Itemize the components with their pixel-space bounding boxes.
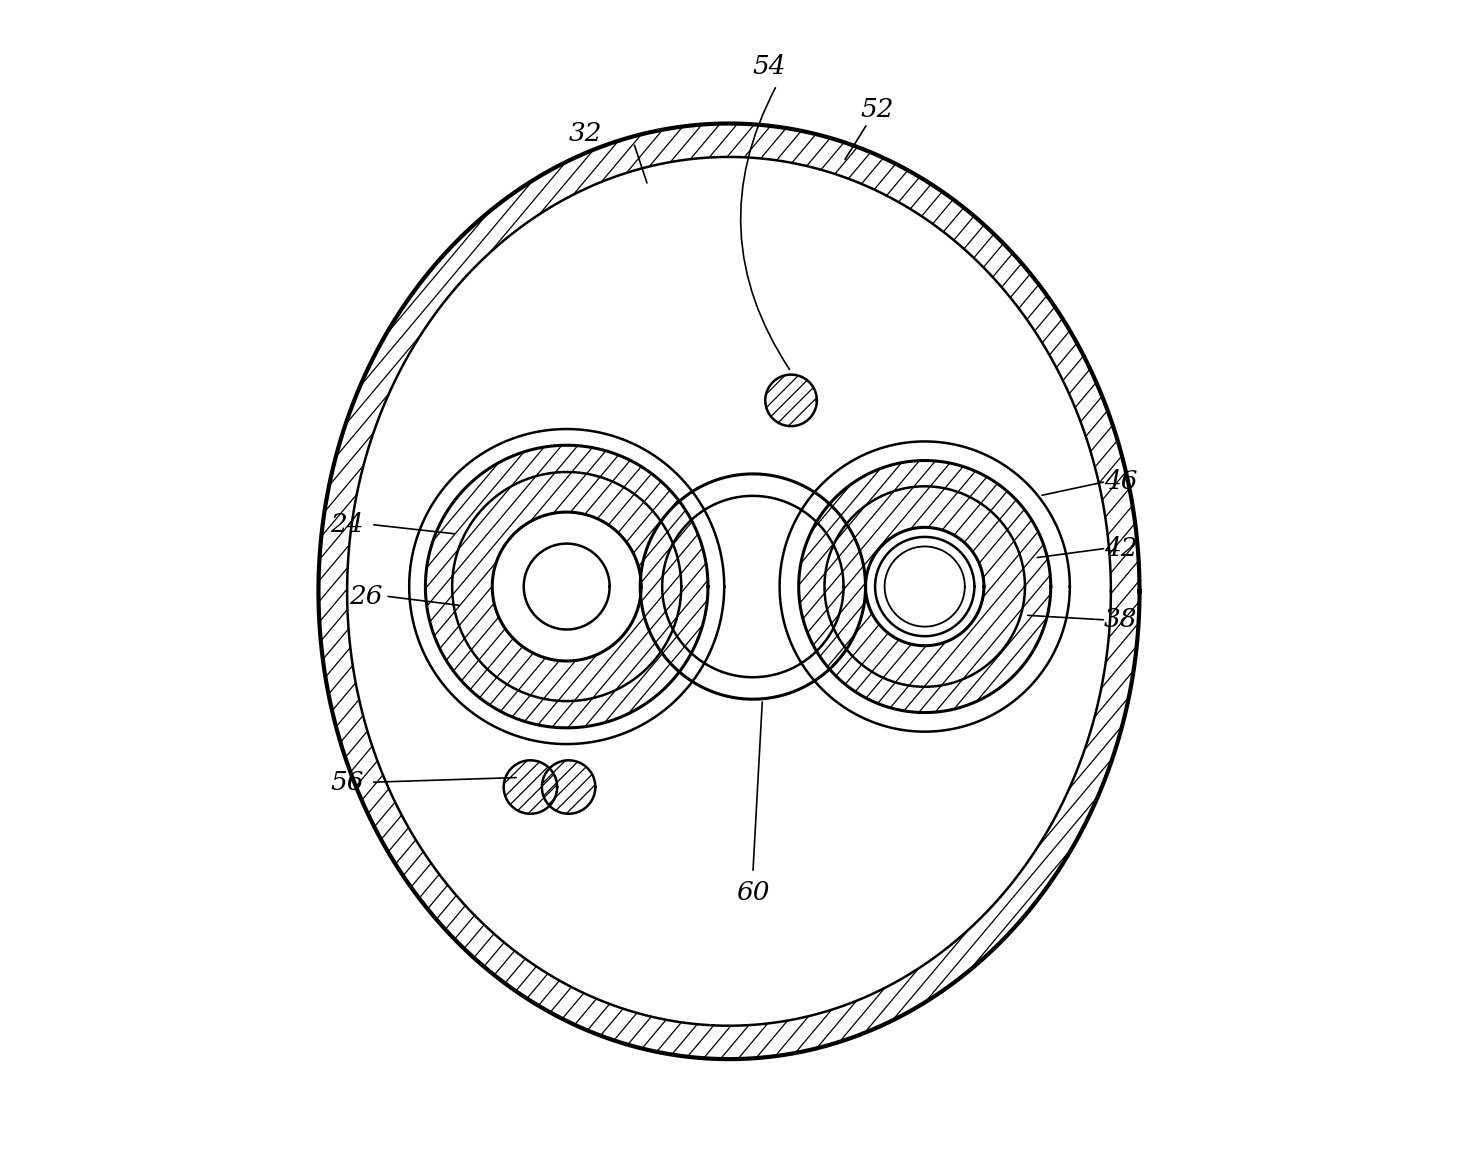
Text: 38: 38	[1104, 607, 1137, 632]
Text: 46: 46	[1104, 469, 1137, 494]
Text: 52: 52	[860, 97, 894, 121]
Text: 54: 54	[752, 54, 786, 78]
Text: 26: 26	[350, 584, 383, 608]
Text: 56: 56	[331, 770, 364, 795]
Text: 32: 32	[569, 120, 602, 145]
Text: 60: 60	[736, 879, 770, 905]
Text: 24: 24	[331, 512, 364, 537]
Text: 42: 42	[1104, 535, 1137, 561]
